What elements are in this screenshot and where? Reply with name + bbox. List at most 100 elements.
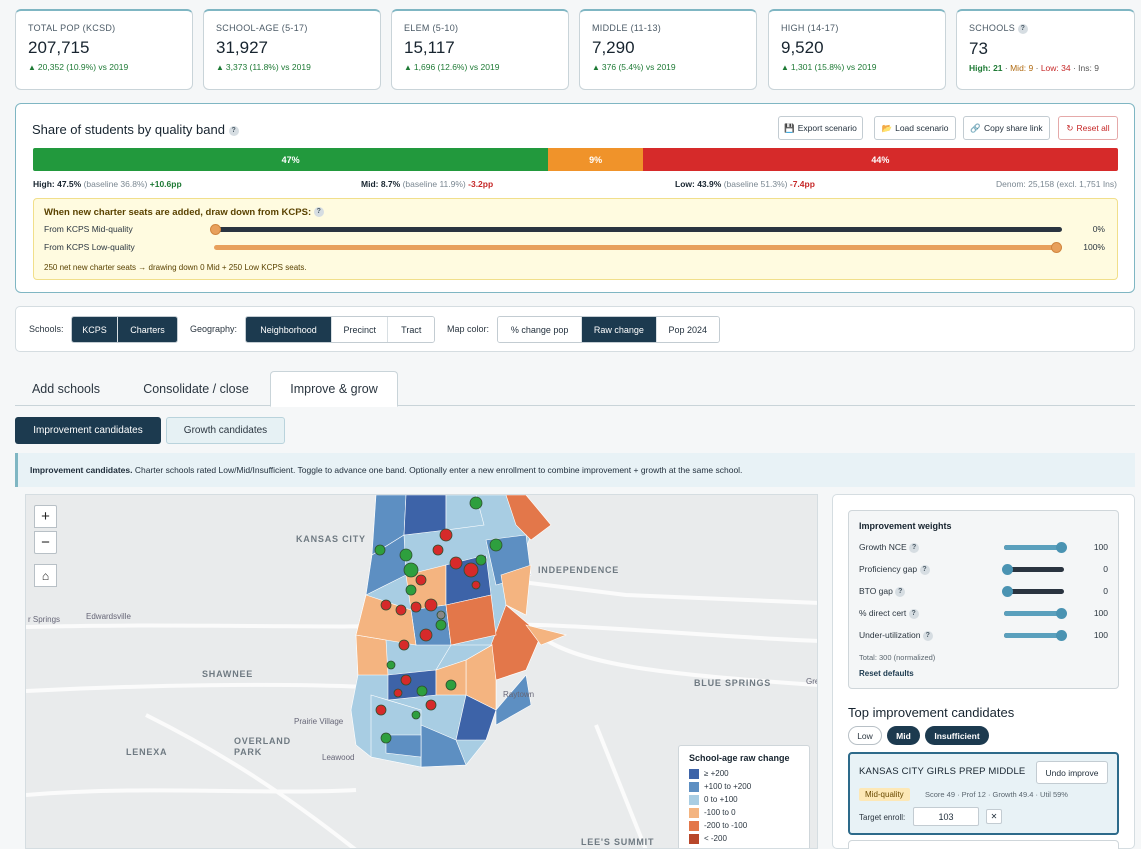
band-name: Mid: xyxy=(361,179,379,189)
candidate-meta: Score 49 · Prof 12 · Growth 49.4 · Util … xyxy=(925,790,1068,799)
band-baseline: (baseline 51.3%) xyxy=(723,179,788,189)
toggle-raw-change[interactable]: Raw change xyxy=(582,317,657,342)
reset-all-button[interactable]: ↻ Reset all xyxy=(1058,116,1118,140)
kpi-value: 73 xyxy=(969,38,988,58)
slider-handle[interactable] xyxy=(1056,542,1067,553)
home-icon[interactable]: ⌂ xyxy=(34,564,57,587)
up-arrow-icon: ▲ xyxy=(781,63,789,72)
scenario-tabs: Add schools Consolidate / close Improve … xyxy=(15,371,1135,407)
map-label: LENEXA xyxy=(126,747,168,757)
map-label: BLUE SPRINGS xyxy=(694,678,772,688)
weight-label: % direct cert xyxy=(859,608,907,618)
zoom-out-button[interactable]: − xyxy=(34,531,57,554)
kpi-delta: ▲ 1,301 (15.8%) vs 2019 xyxy=(781,62,933,72)
up-arrow-icon: ▲ xyxy=(216,63,224,72)
weight-slider-growth-nce[interactable] xyxy=(1004,542,1067,553)
geography-toggle: Neighborhood Precinct Tract xyxy=(245,316,435,343)
slider-handle[interactable] xyxy=(1002,564,1013,575)
tab-improve-grow[interactable]: Improve & grow xyxy=(270,371,398,407)
help-icon[interactable]: ? xyxy=(922,630,933,641)
weight-value: 0 xyxy=(1103,586,1108,596)
slider-handle[interactable] xyxy=(1002,586,1013,597)
help-icon[interactable]: ? xyxy=(908,608,919,619)
quality-badge: Mid-quality xyxy=(859,788,910,801)
legend-swatch xyxy=(689,768,699,779)
help-icon[interactable]: ? xyxy=(919,564,930,575)
tab-add-schools[interactable]: Add schools xyxy=(31,381,101,396)
weight-slider-under-utilization[interactable] xyxy=(1004,630,1067,641)
toggle-kcps[interactable]: KCPS xyxy=(72,317,119,342)
weight-slider-bto-gap[interactable] xyxy=(1002,586,1064,597)
weight-row-direct-cert: % direct cert ? xyxy=(859,608,919,619)
reset-defaults-link[interactable]: Reset defaults xyxy=(859,669,914,678)
save-icon: 💾 xyxy=(784,122,795,133)
map-label-small: Raytown xyxy=(503,690,535,699)
toggle-pop-2024[interactable]: Pop 2024 xyxy=(656,317,719,342)
load-scenario-button[interactable]: 📂 Load scenario xyxy=(874,116,956,140)
weight-row-bto-gap: BTO gap ? xyxy=(859,586,906,597)
band-value: 8.7% xyxy=(380,179,401,189)
copy-share-link-button[interactable]: 🔗 Copy share link xyxy=(963,116,1050,140)
legend-item: ≥ +200 xyxy=(689,767,799,780)
legend-swatch xyxy=(689,781,699,792)
help-icon[interactable]: ? xyxy=(228,125,239,136)
weights-total: Total: 300 (normalized) xyxy=(859,653,936,662)
filter-low[interactable]: Low xyxy=(848,726,882,745)
mid-quality-slider[interactable] xyxy=(214,227,1062,232)
info-text: Charter schools rated Low/Mid/Insufficie… xyxy=(132,465,743,475)
toggle-neighborhood[interactable]: Neighborhood xyxy=(246,317,333,342)
filter-mid[interactable]: Mid xyxy=(887,726,920,745)
mid-quality-slider-handle[interactable] xyxy=(210,224,221,235)
low-quality-slider[interactable] xyxy=(214,245,1062,250)
subtab-improvement-candidates[interactable]: Improvement candidates xyxy=(15,417,161,444)
slider-handle[interactable] xyxy=(1056,608,1067,619)
slider-handle[interactable] xyxy=(1056,630,1067,641)
map-legend: School-age raw change ≥ +200 +100 to +20… xyxy=(678,745,810,848)
tab-consolidate-close[interactable]: Consolidate / close xyxy=(143,381,249,396)
undo-improve-button[interactable]: Undo improve xyxy=(1036,761,1108,784)
legend-swatch xyxy=(689,807,699,818)
legend-swatch xyxy=(689,833,699,844)
weight-slider-proficiency-gap[interactable] xyxy=(1002,564,1064,575)
kpi-label: MIDDLE (11-13) xyxy=(592,23,662,33)
schools-mid: Mid: 9 xyxy=(1010,62,1034,73)
kpi-delta: ▲ 1,696 (12.6%) vs 2019 xyxy=(404,62,556,72)
export-scenario-button[interactable]: 💾 Export scenario xyxy=(778,116,863,140)
toggle-charters[interactable]: Charters xyxy=(118,317,177,342)
kpi-delta-text: 1,301 (15.8%) vs 2019 xyxy=(790,62,877,72)
zoom-in-button[interactable]: + xyxy=(34,505,57,528)
band-value: 43.9% xyxy=(697,179,722,189)
slider-fill xyxy=(1004,545,1064,550)
up-arrow-icon: ▲ xyxy=(404,63,412,72)
toggle-pct-change-pop[interactable]: % change pop xyxy=(498,317,583,342)
subtab-growth-candidates[interactable]: Growth candidates xyxy=(166,417,285,444)
filter-insufficient[interactable]: Insufficient xyxy=(925,726,989,745)
top-candidates-title: Top improvement candidates xyxy=(848,705,1015,720)
help-icon[interactable]: ? xyxy=(909,542,920,553)
target-enroll-input[interactable]: 103 xyxy=(913,807,979,826)
clear-target-button[interactable]: ✕ xyxy=(986,809,1002,824)
help-icon[interactable]: ? xyxy=(1017,23,1028,34)
legend-label: +100 to +200 xyxy=(704,782,752,791)
slider-fill xyxy=(1004,633,1064,638)
legend-label: < -200 xyxy=(704,834,727,843)
map-view[interactable]: + − ⌂ KANSAS CITY INDEPENDENCE SHAWNEE O… xyxy=(25,494,818,849)
toggle-tract[interactable]: Tract xyxy=(388,317,434,342)
kpi-card-elem: ELEM (5-10) 15,117 ▲ 1,696 (12.6%) vs 201… xyxy=(391,9,569,90)
band-change: -7.4pp xyxy=(789,179,815,189)
candidate-card[interactable]: KANSAS CITY GIRLS PREP MIDDLE Undo impro… xyxy=(848,752,1119,835)
help-icon[interactable]: ? xyxy=(313,207,324,218)
low-quality-slider-handle[interactable] xyxy=(1051,242,1062,253)
weight-value: 100 xyxy=(1093,608,1108,618)
map-label-small: Prairie Village xyxy=(294,717,344,726)
help-icon[interactable]: ? xyxy=(895,586,906,597)
separator: · xyxy=(1002,62,1011,73)
candidate-card[interactable] xyxy=(848,840,1119,849)
weight-slider-direct-cert[interactable] xyxy=(1004,608,1067,619)
legend-item: -200 to -100 xyxy=(689,819,799,832)
panel-title-text: Share of students by quality band xyxy=(32,122,225,137)
high-band-stat: High: 47.5% (baseline 36.8%) +10.6pp xyxy=(33,179,182,189)
charter-drawdown-title: When new charter seats are added, draw d… xyxy=(44,207,324,218)
kpi-delta: ▲ 20,352 (10.9%) vs 2019 xyxy=(28,62,180,72)
toggle-precinct[interactable]: Precinct xyxy=(332,317,389,342)
